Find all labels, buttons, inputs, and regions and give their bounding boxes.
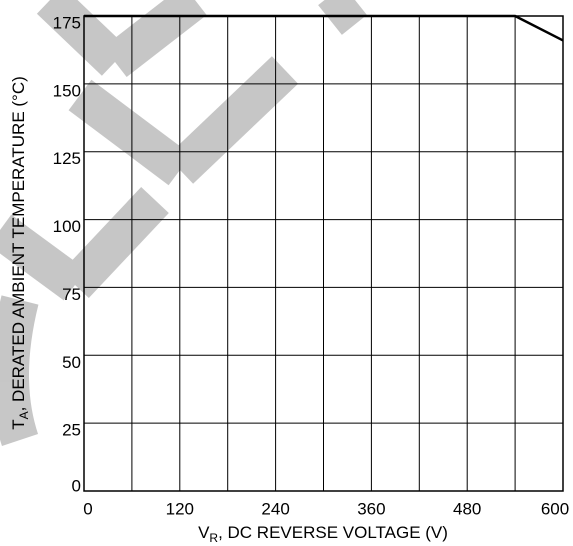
x-axis-title-rest: , DC REVERSE VOLTAGE (V)	[218, 523, 448, 542]
y-axis-title-rest: , DERATED AMBIENT TEMPERATURE (°C)	[9, 76, 28, 411]
y-tick-label: 175	[53, 13, 81, 32]
watermark-stroke	[36, 0, 129, 76]
x-tick-label: 120	[166, 499, 194, 518]
x-tick-label: 360	[357, 499, 385, 518]
x-tick-label: 600	[541, 499, 569, 518]
y-tick-label: 25	[62, 421, 81, 440]
data-line	[84, 14, 564, 42]
watermark-stroke	[0, 295, 39, 447]
y-axis-title: TA, DERATED AMBIENT TEMPERATURE (°C)	[9, 76, 31, 430]
y-tick-label: 75	[62, 285, 81, 304]
y-tick-label: 125	[53, 149, 81, 168]
y-tick-label: 0	[72, 476, 81, 495]
x-tick-label: 480	[453, 499, 481, 518]
x-axis-title-main: V	[198, 523, 210, 542]
watermark-stroke	[61, 186, 169, 299]
y-axis-title-main: T	[9, 419, 28, 429]
watermark	[0, 0, 367, 447]
x-tick-label: 240	[261, 499, 289, 518]
watermark-stroke	[0, 214, 87, 301]
watermark-stroke	[68, 79, 192, 186]
y-tick-label: 50	[62, 353, 81, 372]
y-tick-label: 100	[53, 217, 81, 236]
x-axis-title: VR, DC REVERSE VOLTAGE (V)	[198, 523, 448, 545]
x-tick-label: 0	[83, 499, 92, 518]
watermark-stroke	[103, 0, 207, 78]
watermark-stroke	[166, 56, 299, 184]
y-axis-title-sub: A	[17, 411, 31, 419]
x-axis-title-sub: R	[209, 531, 218, 545]
y-tick-label: 150	[53, 81, 81, 100]
